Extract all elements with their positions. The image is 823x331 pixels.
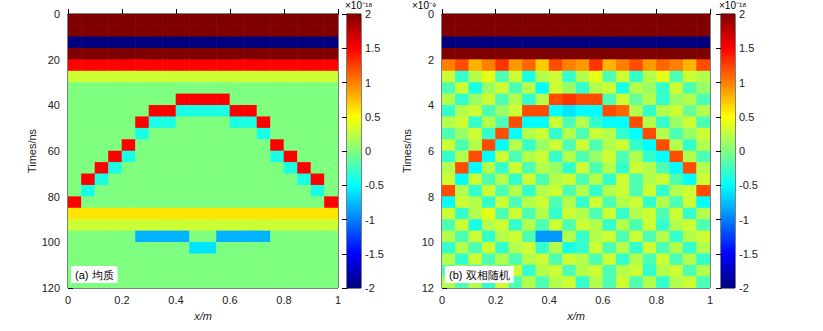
svg-text:12: 12	[422, 282, 434, 294]
svg-text:1.5: 1.5	[739, 42, 754, 54]
svg-text:2: 2	[365, 8, 372, 20]
svg-text:×10⁻¹⁸: ×10⁻¹⁸	[345, 0, 373, 11]
svg-text:0: 0	[427, 8, 434, 20]
svg-text:10: 10	[422, 236, 434, 248]
svg-text:-1: -1	[365, 214, 375, 226]
svg-text:0.6: 0.6	[595, 294, 610, 306]
svg-text:1: 1	[739, 77, 745, 89]
svg-text:0.6: 0.6	[222, 294, 237, 306]
svg-text:0: 0	[54, 8, 60, 20]
svg-text:-0.5: -0.5	[739, 179, 758, 191]
svg-text:0: 0	[65, 294, 71, 306]
svg-text:Times/ns: Times/ns	[26, 128, 38, 173]
svg-text:40: 40	[48, 99, 60, 111]
svg-text:20: 20	[48, 54, 60, 66]
svg-text:1: 1	[365, 77, 371, 89]
svg-text:8: 8	[428, 191, 434, 203]
svg-text:-1.5: -1.5	[365, 248, 384, 260]
svg-text:×10⁻⁹: ×10⁻⁹	[412, 0, 436, 11]
svg-text:1: 1	[707, 294, 713, 306]
svg-text:120: 120	[42, 282, 60, 294]
svg-text:0: 0	[439, 294, 445, 306]
svg-text:6: 6	[428, 145, 434, 157]
svg-text:0: 0	[365, 145, 371, 157]
svg-text:0: 0	[739, 145, 745, 157]
svg-text:4: 4	[428, 99, 434, 111]
svg-text:0.4: 0.4	[168, 294, 183, 306]
svg-text:0.8: 0.8	[649, 294, 664, 306]
svg-text:-0.5: -0.5	[365, 179, 384, 191]
svg-text:×10⁻¹⁸: ×10⁻¹⁸	[719, 0, 747, 11]
svg-text:x/m: x/m	[193, 310, 212, 322]
svg-text:0.5: 0.5	[365, 111, 380, 123]
svg-text:100: 100	[42, 236, 60, 248]
svg-text:1.5: 1.5	[365, 42, 380, 54]
svg-text:0.8: 0.8	[276, 294, 291, 306]
svg-text:(a) 均质: (a) 均质	[75, 269, 114, 281]
svg-text:60: 60	[48, 145, 60, 157]
svg-text:-1: -1	[739, 214, 749, 226]
svg-text:2: 2	[428, 54, 434, 66]
svg-text:-2: -2	[739, 282, 749, 294]
svg-text:0.4: 0.4	[542, 294, 557, 306]
svg-text:-2: -2	[365, 282, 375, 294]
svg-text:-1.5: -1.5	[739, 248, 758, 260]
svg-text:80: 80	[48, 191, 60, 203]
svg-text:2: 2	[739, 8, 746, 20]
svg-text:0.2: 0.2	[114, 294, 129, 306]
svg-text:Times/ns: Times/ns	[401, 128, 413, 173]
svg-text:1: 1	[335, 294, 341, 306]
svg-text:0.5: 0.5	[739, 111, 754, 123]
svg-text:x/m: x/m	[566, 310, 585, 322]
svg-text:(b) 双相随机: (b) 双相随机	[449, 269, 510, 281]
svg-text:0.2: 0.2	[488, 294, 503, 306]
